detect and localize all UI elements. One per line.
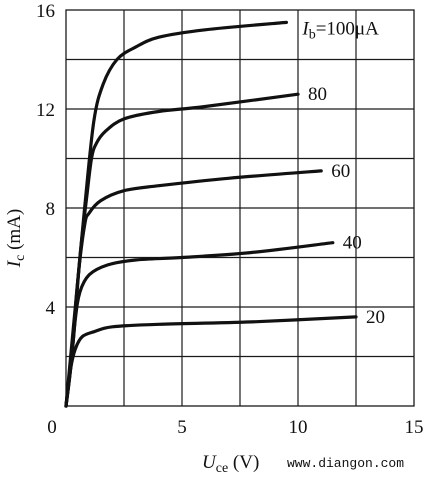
x-axis-label: Uce (V) bbox=[202, 452, 259, 476]
y-axis-symbol: I bbox=[4, 259, 25, 268]
curve-label-ib-100: Ib=100μA bbox=[301, 18, 379, 42]
curves bbox=[64, 20, 358, 408]
x-axis-unit: (V) bbox=[228, 452, 259, 473]
x-tick-label: 15 bbox=[405, 417, 424, 438]
grid bbox=[66, 10, 414, 406]
curve-labels: Ib=100μA 80 60 40 20 bbox=[301, 18, 385, 328]
x-axis-subscript: ce bbox=[216, 461, 228, 476]
curve-label-ib-80: 80 bbox=[308, 84, 327, 105]
tick-labels: 0 5 10 15 4 8 12 16 bbox=[36, 1, 424, 438]
y-tick-label: 16 bbox=[36, 1, 55, 22]
y-tick-label: 4 bbox=[46, 298, 56, 319]
x-tick-label: 5 bbox=[177, 417, 187, 438]
y-tick-label: 12 bbox=[36, 100, 55, 121]
x-tick-label: 0 bbox=[47, 417, 57, 438]
curve-label-ib-60: 60 bbox=[331, 161, 350, 182]
plot-frame bbox=[65, 9, 415, 407]
x-axis-symbol: U bbox=[202, 452, 217, 473]
curve-ib-40 bbox=[64, 241, 335, 408]
y-axis-subscript: c bbox=[13, 255, 28, 261]
curve-label-ib-40: 40 bbox=[343, 233, 362, 254]
y-axis-label: Ic (mA) bbox=[4, 209, 28, 268]
curve-ib-100 bbox=[64, 20, 288, 408]
x-tick-label: 10 bbox=[289, 417, 308, 438]
curve-ib-60 bbox=[64, 169, 323, 408]
y-axis-unit: (mA) bbox=[4, 209, 25, 255]
curve-label-ib-20: 20 bbox=[366, 307, 385, 328]
curve-ib-20 bbox=[64, 315, 358, 408]
y-tick-label: 8 bbox=[46, 199, 56, 220]
watermark-text: www.diangon.com bbox=[287, 456, 404, 471]
